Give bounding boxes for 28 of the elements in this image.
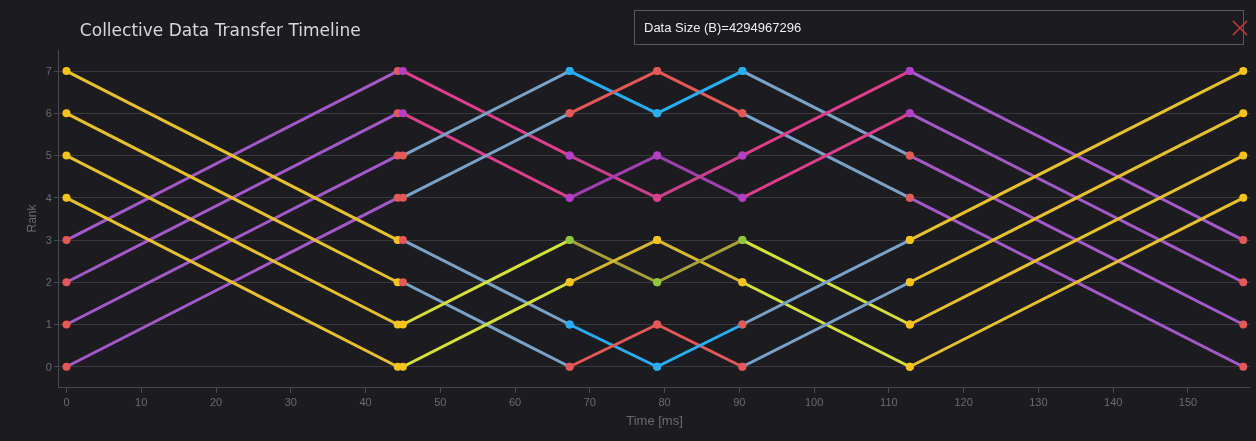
x-tick-label: 100 (804, 396, 824, 409)
x-tick-label: 90 (733, 396, 746, 409)
x-tick-label: 130 (1029, 396, 1048, 409)
x-tick-label: 150 (1178, 396, 1198, 409)
x-axis-title: Time [ms] (626, 412, 683, 428)
y-tick-label: 3 (45, 233, 52, 246)
y-tick-label: 6 (45, 107, 52, 120)
x-tick-label: 30 (284, 396, 297, 409)
x-tick-label: 70 (583, 396, 596, 409)
y-tick-label: 1 (45, 318, 52, 331)
chart-title: Collective Data Transfer Timeline (79, 19, 361, 40)
y-tick-label: 2 (45, 276, 52, 289)
text: Data Size (B)=4294967296 (644, 20, 802, 35)
x-tick-label: 40 (359, 396, 372, 409)
x-tick-label: 0 (63, 396, 70, 409)
x-tick-label: 20 (209, 396, 223, 409)
x-tick-label: 10 (135, 396, 148, 409)
x-tick-label: 140 (1104, 396, 1123, 409)
x-tick-label: 50 (434, 396, 447, 409)
x-tick-label: 60 (508, 396, 522, 409)
y-axis-title: Rank (24, 203, 39, 233)
y-tick-label: 0 (45, 360, 52, 373)
x-tick-label: 80 (658, 396, 671, 409)
y-tick-label: 7 (45, 64, 52, 77)
x-tick-label: 120 (954, 396, 973, 409)
y-tick-label: 4 (45, 191, 52, 204)
x-tick-label: 110 (880, 396, 898, 409)
y-tick-label: 5 (45, 149, 52, 162)
